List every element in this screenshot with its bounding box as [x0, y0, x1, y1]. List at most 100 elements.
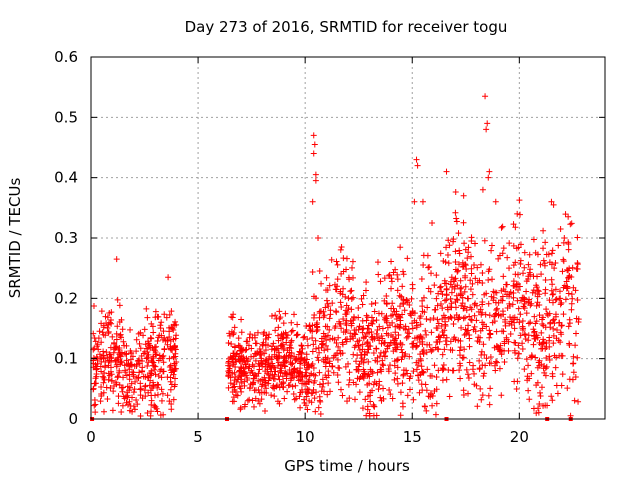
data-point [447, 338, 454, 345]
data-point [237, 347, 244, 354]
data-point [514, 280, 521, 287]
data-point [227, 374, 234, 381]
data-point [548, 250, 555, 257]
data-point [452, 259, 459, 266]
data-point [546, 343, 553, 350]
data-point [446, 242, 453, 249]
data-point [369, 370, 376, 377]
data-point [288, 319, 295, 326]
data-point [256, 366, 263, 373]
data-point [133, 361, 140, 368]
data-point [535, 288, 542, 295]
data-point [260, 339, 267, 346]
data-point [359, 341, 366, 348]
data-point [141, 326, 148, 333]
data-point [318, 344, 325, 351]
data-point [413, 344, 420, 351]
data-point [437, 300, 444, 307]
data-point [361, 371, 368, 378]
data-point [540, 336, 547, 343]
data-point [553, 354, 560, 361]
data-point [340, 285, 347, 292]
data-point [409, 308, 416, 315]
data-point [361, 356, 368, 363]
data-point [503, 291, 510, 298]
data-point [447, 296, 454, 303]
data-point [306, 323, 313, 330]
data-point [565, 241, 572, 248]
data-point [353, 358, 360, 365]
data-point [418, 275, 425, 282]
data-point [304, 342, 311, 349]
data-point [104, 324, 111, 331]
data-point [520, 270, 527, 277]
data-point [549, 247, 556, 254]
data-point [552, 296, 559, 303]
data-point [536, 339, 543, 346]
data-point [511, 314, 518, 321]
data-point [574, 296, 581, 303]
data-point [338, 270, 345, 277]
data-point [102, 359, 109, 366]
data-point [303, 393, 310, 400]
data-point [534, 299, 541, 306]
data-point [267, 375, 274, 382]
data-point [285, 382, 292, 389]
data-point [90, 302, 97, 309]
data-point [314, 319, 321, 326]
data-point [384, 345, 391, 352]
data-point [458, 324, 465, 331]
y-tick-label: 0 [68, 410, 78, 428]
data-point [428, 391, 435, 398]
data-point [515, 350, 522, 357]
data-point [451, 334, 458, 341]
data-point [419, 297, 426, 304]
data-point [471, 381, 478, 388]
data-point [135, 375, 142, 382]
data-point [464, 371, 471, 378]
data-point [575, 398, 582, 405]
x-tick-label: 5 [193, 428, 203, 446]
data-point [287, 354, 294, 361]
data-point [137, 385, 144, 392]
data-point [419, 368, 426, 375]
data-point [271, 375, 278, 382]
data-point [395, 332, 402, 339]
data-point [454, 297, 461, 304]
data-point [504, 305, 511, 312]
data-point [388, 305, 395, 312]
data-point [261, 350, 268, 357]
data-point [439, 329, 446, 336]
data-point [347, 288, 354, 295]
data-point [423, 316, 430, 323]
data-point [568, 300, 575, 307]
data-point [522, 335, 529, 342]
data-point [310, 341, 317, 348]
data-point [484, 120, 491, 127]
data-point [569, 295, 576, 302]
data-point [299, 377, 306, 384]
data-point [410, 396, 417, 403]
data-point [425, 285, 432, 292]
data-point [370, 381, 377, 388]
data-point [420, 347, 427, 354]
data-point [562, 296, 569, 303]
data-point [461, 240, 468, 247]
data-point [170, 353, 177, 360]
data-point [241, 403, 248, 410]
data-point [243, 346, 250, 353]
data-point [409, 285, 416, 292]
data-point [486, 327, 493, 334]
data-point [358, 295, 365, 302]
data-point [105, 362, 112, 369]
data-point [525, 362, 532, 369]
data-point [469, 366, 476, 373]
data-point [461, 332, 468, 339]
data-point [257, 377, 264, 384]
data-point [468, 253, 475, 260]
data-point [510, 282, 517, 289]
data-point [453, 215, 460, 222]
data-point [533, 302, 540, 309]
data-point [452, 336, 459, 343]
data-point [231, 398, 238, 405]
